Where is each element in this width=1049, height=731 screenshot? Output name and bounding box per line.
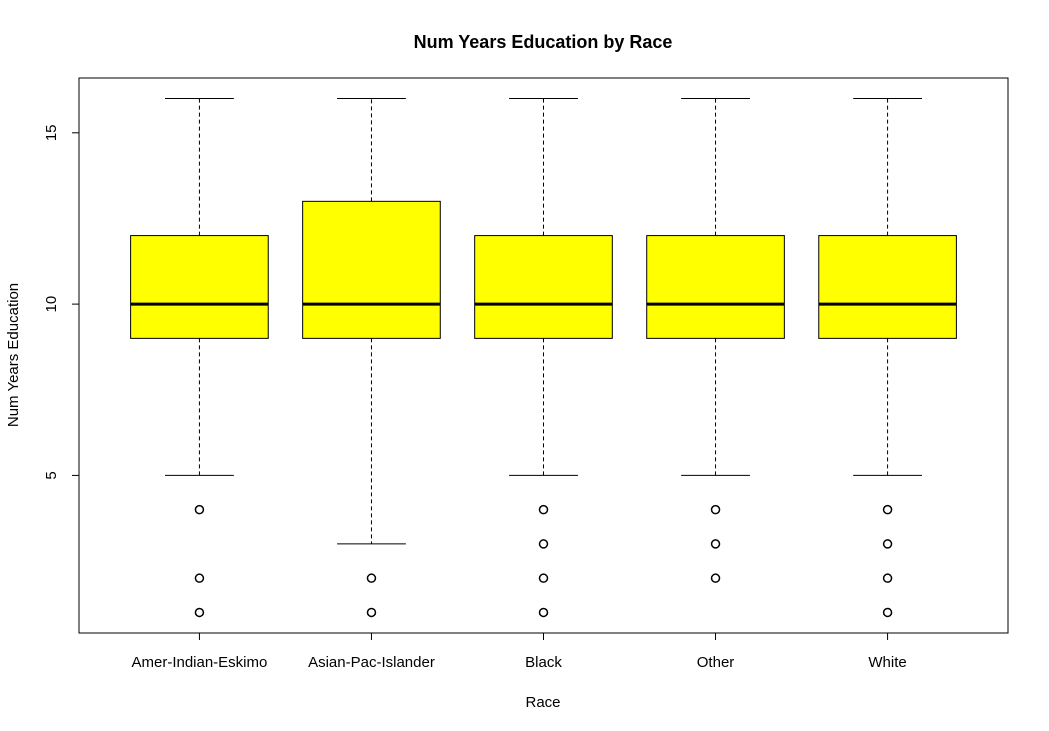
x-tick-label: White bbox=[868, 654, 906, 671]
x-axis: Amer-Indian-Eskimo Asian-Pac-Islander Blac… bbox=[131, 633, 907, 671]
outlier-point bbox=[882, 607, 893, 618]
outlier-point bbox=[366, 573, 377, 583]
box-group-3 bbox=[474, 98, 613, 618]
outlier-point bbox=[710, 504, 721, 515]
outlier-point bbox=[194, 504, 205, 515]
outlier-point bbox=[194, 573, 205, 583]
box-group-4 bbox=[646, 98, 785, 583]
iqr-box bbox=[302, 200, 441, 339]
boxes-layer bbox=[130, 98, 957, 618]
box-group-1 bbox=[130, 98, 269, 618]
y-tick-label: 10 bbox=[43, 296, 60, 313]
x-tick-label: Black bbox=[525, 654, 562, 671]
outlier-point bbox=[538, 539, 549, 549]
outlier-point bbox=[882, 573, 893, 583]
x-tick-label: Asian-Pac-Islander bbox=[308, 654, 435, 671]
y-axis: 5 10 15 bbox=[43, 124, 80, 480]
outlier-point bbox=[710, 539, 721, 549]
box-group-2 bbox=[302, 98, 441, 618]
outlier-point bbox=[538, 607, 549, 618]
iqr-box bbox=[474, 235, 613, 339]
outlier-point bbox=[538, 573, 549, 583]
outlier-point bbox=[882, 539, 893, 549]
box-group-5 bbox=[818, 98, 957, 618]
outlier-point bbox=[538, 504, 549, 515]
x-axis-label: Race bbox=[525, 694, 560, 711]
outlier-point bbox=[366, 607, 377, 618]
outlier-point bbox=[194, 607, 205, 618]
x-tick-label: Other bbox=[697, 654, 735, 671]
outlier-point bbox=[882, 504, 893, 515]
chart-title: Num Years Education by Race bbox=[414, 32, 673, 52]
y-tick-label: 15 bbox=[43, 124, 60, 141]
iqr-box bbox=[130, 235, 269, 339]
outlier-point bbox=[710, 573, 721, 583]
y-tick-label: 5 bbox=[43, 471, 60, 479]
iqr-box bbox=[818, 235, 957, 339]
iqr-box bbox=[646, 235, 785, 339]
y-axis-label: Num Years Education bbox=[5, 283, 22, 427]
x-tick-label: Amer-Indian-Eskimo bbox=[131, 654, 267, 671]
